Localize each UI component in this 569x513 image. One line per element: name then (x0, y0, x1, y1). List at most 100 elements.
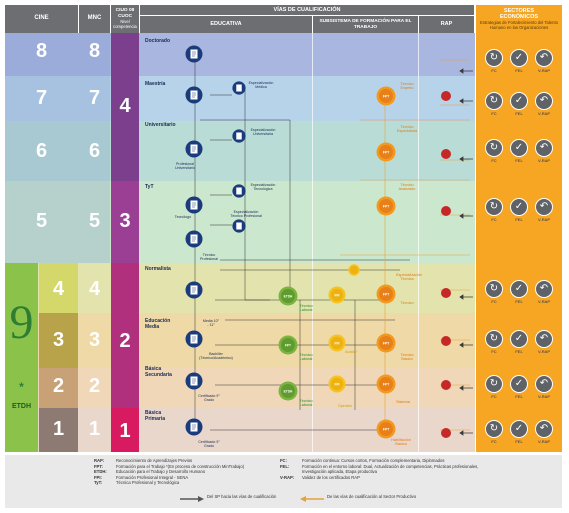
legend-arrow-gray-label: Del SP hacia las vías de cualificación (207, 494, 277, 499)
sector-label: FEL (515, 68, 523, 73)
background-band-level-2 (5, 368, 475, 408)
fc-refresh-icon: ↻ (485, 375, 503, 393)
background-band-level-4 (5, 263, 475, 313)
document-icon-bachiller (185, 330, 203, 348)
fel-check-icon: ✓ (510, 280, 528, 298)
edu-level-basica-pri: Básica Primaria (145, 410, 166, 422)
cine-level-8: 8 (35, 40, 48, 62)
mnc-level-2: 2 (88, 375, 101, 397)
legend-left: RAP: Reconocimiento de Aprendizajes Previ… (94, 458, 314, 486)
vrap-undo-icon: ↶ (535, 280, 553, 298)
fel-check-icon: ✓ (510, 420, 528, 438)
label-esp-tec-prof: Especialización Técnico Profesional (230, 210, 262, 218)
sectores-header-title: SECTORES ECONÓMICOS (499, 8, 539, 20)
etdh-gear-icon-2: ETDH (278, 381, 298, 401)
svg-text:FPT: FPT (383, 342, 390, 346)
sector-label: V-RAP (537, 217, 550, 222)
fc-refresh-icon: ↻ (485, 280, 503, 298)
fel-check-icon: ✓ (510, 92, 528, 110)
document-icon-universitario (185, 140, 203, 158)
vrap-undo-icon: ↶ (535, 49, 553, 67)
ciuo-header: CIUO 08 CUOC Nivel competencia (111, 5, 139, 33)
sector-label: FEL (515, 217, 523, 222)
fpt-gear-icon-7: FPT (376, 86, 396, 106)
mnc-level-7: 7 (88, 87, 101, 109)
cine-level-5: 5 (35, 210, 48, 232)
label-tecnologo: Tecnólogo (174, 215, 192, 219)
document-icon-esp-tecnologica (232, 184, 246, 198)
fpi-gear-icon-4: FPI (328, 286, 346, 304)
edu-level-tyt: TyT (145, 184, 154, 190)
cine-header: CINE (5, 5, 78, 33)
label-operario: Operario (338, 404, 352, 408)
label-tecnico: Técnico (400, 301, 414, 305)
svg-text:FPI: FPI (335, 382, 340, 386)
label-tecnico-profesional: Técnico Profesional (200, 253, 218, 261)
subsistema-header: SUBSISTEMA DE FORMACIÓN PARA EL TRABAJO (313, 16, 418, 33)
fc-refresh-icon: ↻ (485, 198, 503, 216)
vrap-undo-icon: ↶ (535, 375, 553, 393)
edu-level-maestria: Maestría (145, 81, 166, 87)
label-tec-laboral-1: Técnico Laboral (299, 304, 313, 313)
label-bachiller: Bachiller (Técnico/Académico) (199, 352, 233, 360)
sector-label: FC (491, 394, 497, 399)
rap-arrows (459, 68, 473, 436)
fel-check-icon: ✓ (510, 330, 528, 348)
legend-item: FPT: Formación para el Trabajo *(En proce… (94, 463, 245, 469)
legend-item: V-RAP: Validez de los certificados RAP (280, 474, 360, 480)
fpi-gear-icon-3: FPI (328, 334, 346, 352)
legend-item: Investigación aplicada, Etapa productiva (302, 469, 377, 475)
label-tec-basico: Técnico Básico (400, 353, 414, 362)
mnc-level-8: 8 (88, 40, 101, 62)
vias-header: VÍAS DE CUALIFICACIÓN (140, 5, 474, 15)
svg-text:ETDH: ETDH (284, 390, 293, 394)
label-tec-experto: Técnico Experto (400, 82, 414, 91)
label-tec-laboral-2: Técnico Laboral (299, 353, 313, 362)
background-band-level-8 (5, 33, 475, 76)
sector-label: FEL (515, 439, 523, 444)
sector-label: FC (491, 68, 497, 73)
vrap-undo-icon: ↶ (535, 139, 553, 157)
fc-refresh-icon: ↻ (485, 420, 503, 438)
label-tec-laboral-3: Técnico Laboral (299, 399, 313, 408)
sector-label: V-RAP (537, 158, 550, 163)
legend-item: FPI: Formación Profesional Integral - SEN… (94, 474, 189, 480)
ciuo-2-cell (111, 263, 139, 408)
label-esp-medica: Especialización Médica (248, 81, 274, 89)
ciuo-1-cell (111, 408, 139, 452)
etdh-label: ETDH (11, 403, 32, 410)
svg-text:FPT: FPT (383, 293, 390, 297)
label-sistema: Sistema (396, 400, 410, 404)
legend-item: ETDH: Educación para el Trabajo y Desarro… (94, 469, 206, 475)
cine-4-cell (39, 263, 78, 313)
svg-text:ETDH: ETDH (284, 295, 293, 299)
svg-text:FPT: FPT (383, 205, 390, 209)
ciuo-level-2: 2 (119, 330, 131, 352)
label-cert-9: Certificado 9° Grado (198, 394, 220, 402)
mnc-level-3: 3 (88, 329, 101, 351)
sectores-header-subtitle: Estrategias de Fortalecimiento del Talen… (480, 20, 558, 30)
fel-check-icon: ✓ (510, 375, 528, 393)
mnc-level-6: 6 (88, 140, 101, 162)
fpt-gear-icon-3: FPT (376, 333, 396, 353)
fpt-gear-icon-4: FPT (376, 284, 396, 304)
etdh-gear-icon-3: FPT (278, 335, 298, 355)
cine-column-bg-upper (5, 33, 110, 263)
document-icon-tecnico-profesional (185, 230, 203, 248)
label-auxiliar: Auxiliar (345, 350, 357, 354)
document-icon-esp-universitaria (232, 129, 246, 143)
legend-item: TyT: Técnica Profesional y Tecnológica (94, 480, 180, 486)
label-tec-especializado: Especialización Técnica (396, 273, 423, 282)
label-cert-5: Certificado 5° Grado (198, 440, 220, 448)
svg-text:FPT: FPT (285, 344, 291, 348)
fel-check-icon: ✓ (510, 139, 528, 157)
svg-text:FPT: FPT (383, 383, 390, 387)
legend-arrow-orange-icon (300, 496, 324, 502)
sector-label: FC (491, 158, 497, 163)
edu-level-media: Educación Media (145, 318, 171, 330)
sector-label: FC (491, 299, 497, 304)
fpt-gear-icon-2: FPT (376, 374, 396, 394)
sector-label: FEL (515, 394, 523, 399)
cine-1-cell (39, 408, 78, 452)
document-icon-cert-9 (185, 372, 203, 390)
